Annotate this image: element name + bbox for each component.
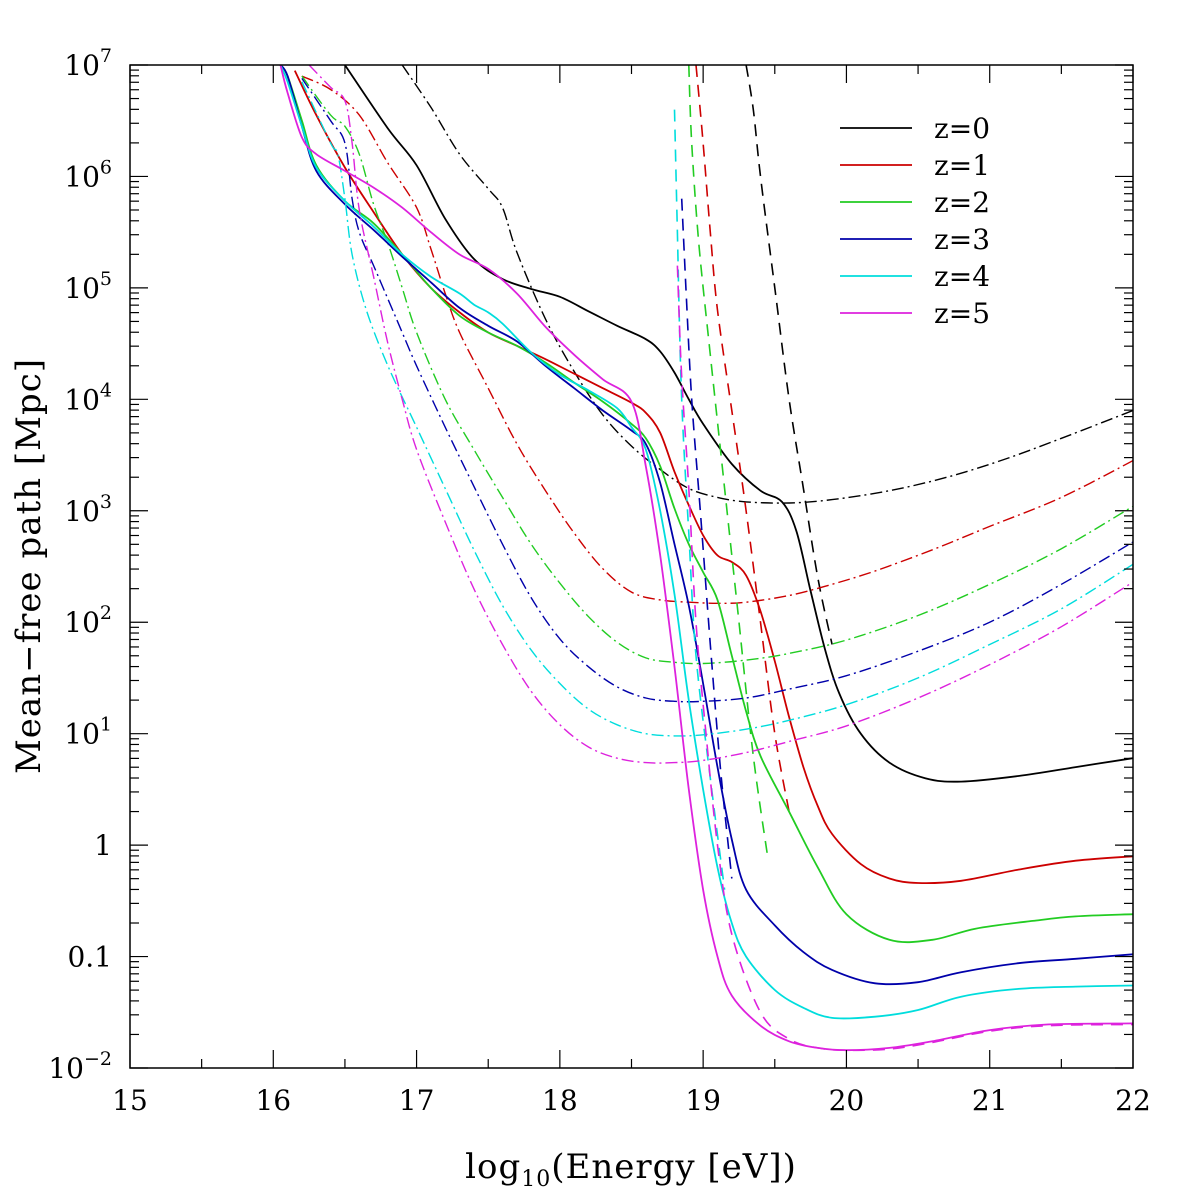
x-tick-label: 19: [685, 1084, 721, 1117]
series-z3-dashdot-line: [301, 78, 1133, 703]
series-z2-solid-line: [279, 65, 1133, 944]
series-z0-solid-line: [344, 65, 1133, 783]
series-z1-dashdot-line: [301, 75, 1133, 605]
x-tick-label: 20: [829, 1084, 865, 1117]
series-z5-solid-line: [279, 65, 1133, 1052]
x-tick-label: 22: [1115, 1084, 1151, 1117]
legend-label: z=2: [934, 186, 990, 219]
series-z2-dashdot-line: [301, 75, 1133, 665]
x-axis-label: log10(Energy [eV]): [465, 1147, 797, 1192]
series-z4-dashdot-line: [301, 81, 1133, 737]
series-z4-dashed-line: [673, 109, 726, 890]
y-tick-label: 105: [64, 268, 112, 305]
x-tick-label: 16: [255, 1084, 291, 1117]
y-tick-label: 107: [64, 45, 112, 82]
y-tick-label: 102: [64, 602, 112, 639]
legend: z=0 z=1 z=2 z=3 z=4 z=5: [840, 112, 990, 330]
legend-label: z=3: [934, 223, 990, 256]
x-axis-label-prefix: log: [465, 1147, 521, 1187]
x-tick-label: 18: [542, 1084, 578, 1117]
series-layer: [279, 65, 1133, 1052]
series-z0-dashed-line: [745, 65, 833, 645]
series-z4-solid-line: [279, 65, 1133, 1020]
x-tick-labels: 15 16 17 18 19 20 21 22: [112, 1084, 1151, 1117]
y-tick-label: 106: [64, 156, 112, 193]
series-z0-dashdot-line: [401, 65, 1133, 504]
series-z5-dashed-line: [676, 265, 1133, 1052]
series-z1-solid-line: [293, 70, 1133, 885]
y-tick-label: 103: [64, 491, 112, 528]
x-tick-label: 15: [112, 1084, 148, 1117]
legend-label: z=0: [934, 112, 990, 145]
y-tick-labels: 10−2 0.1 1 101 102 103 104 105 106 107: [48, 45, 112, 1085]
x-axis-label-sub: 10: [521, 1167, 551, 1192]
y-axis-label: Mean−free path [Mpc]: [9, 358, 49, 774]
y-tick-label: 0.1: [67, 941, 112, 974]
y-tick-label: 101: [64, 714, 112, 751]
legend-label: z=1: [934, 149, 990, 182]
y-tick-label: 10−2: [48, 1048, 112, 1085]
series-z5-dashdot-line: [308, 65, 1133, 764]
series-z3-solid-line: [279, 65, 1133, 986]
x-tick-label: 17: [399, 1084, 435, 1117]
legend-label: z=4: [934, 260, 990, 293]
x-axis-label-suffix: (Energy [eV]): [551, 1147, 797, 1187]
y-tick-label: 1: [94, 829, 112, 862]
series-z2-dashed-line: [688, 65, 769, 857]
y-tick-label: 104: [64, 379, 112, 416]
series-z3-dashed-line: [680, 198, 733, 879]
ticks-layer: [129, 64, 1134, 1069]
legend-label: z=5: [934, 297, 990, 330]
x-tick-label: 21: [972, 1084, 1008, 1117]
